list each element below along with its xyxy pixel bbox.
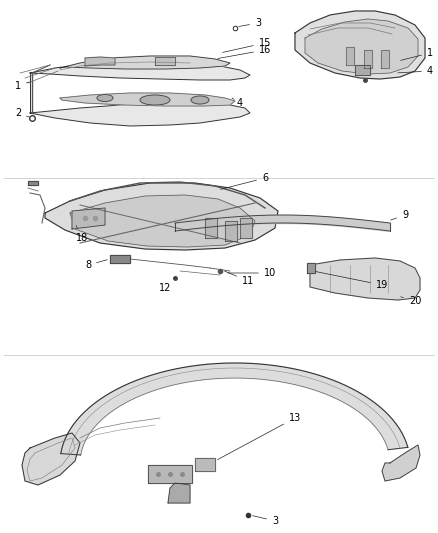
Text: 4: 4 [398,66,433,76]
Polygon shape [381,50,389,68]
Polygon shape [72,208,105,229]
Polygon shape [295,11,425,79]
Polygon shape [364,50,372,68]
Text: 20: 20 [401,296,421,306]
Polygon shape [225,221,237,241]
Ellipse shape [97,94,113,101]
Polygon shape [155,57,175,65]
Polygon shape [307,263,315,273]
Polygon shape [61,363,408,455]
Polygon shape [70,195,255,247]
Polygon shape [195,458,215,471]
Polygon shape [85,57,115,66]
Polygon shape [60,93,235,106]
Polygon shape [148,465,192,483]
Polygon shape [310,258,420,300]
Polygon shape [110,255,130,263]
Ellipse shape [191,96,209,104]
Polygon shape [355,65,370,75]
Polygon shape [45,183,278,250]
Text: 11: 11 [225,271,254,286]
Text: 2: 2 [15,108,29,118]
Text: 18: 18 [76,225,88,243]
Text: 3: 3 [239,18,261,28]
Polygon shape [346,47,354,65]
Polygon shape [168,483,190,503]
Text: 1: 1 [401,48,433,60]
Polygon shape [305,19,418,74]
Text: 13: 13 [217,413,301,459]
Polygon shape [30,61,250,126]
Text: 6: 6 [221,173,268,189]
Text: 15: 15 [223,38,271,52]
Text: 10: 10 [228,268,276,278]
Polygon shape [60,56,230,69]
Polygon shape [382,445,420,481]
Polygon shape [205,218,217,238]
Text: 19: 19 [316,271,388,290]
Text: 16: 16 [218,45,271,59]
Text: 9: 9 [391,210,408,220]
Text: 4: 4 [232,98,243,108]
Polygon shape [240,218,252,238]
Polygon shape [28,181,38,185]
Text: 8: 8 [85,260,107,270]
Text: 3: 3 [253,515,278,526]
Text: 12: 12 [159,277,175,293]
Text: 1: 1 [15,81,29,91]
Polygon shape [22,433,80,485]
Ellipse shape [140,95,170,105]
